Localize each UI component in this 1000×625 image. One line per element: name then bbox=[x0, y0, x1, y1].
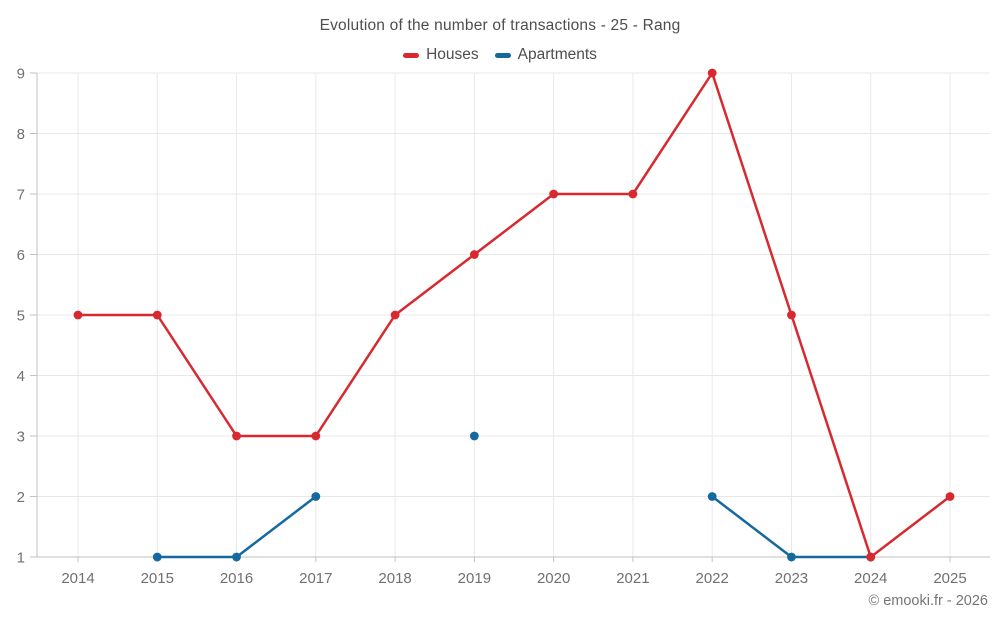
svg-text:6: 6 bbox=[17, 247, 25, 264]
svg-text:2021: 2021 bbox=[616, 570, 649, 587]
svg-text:4: 4 bbox=[17, 368, 25, 385]
svg-text:2016: 2016 bbox=[220, 570, 253, 587]
svg-text:2024: 2024 bbox=[854, 570, 887, 587]
legend-label-houses: Houses bbox=[426, 46, 479, 63]
svg-text:3: 3 bbox=[17, 429, 25, 446]
legend-item-apartments[interactable]: Apartments bbox=[494, 46, 597, 64]
svg-text:5: 5 bbox=[17, 308, 25, 325]
houses-series-marker-icon bbox=[403, 52, 420, 58]
chart-title: Evolution of the number of transactions … bbox=[319, 17, 681, 34]
svg-text:2022: 2022 bbox=[695, 570, 728, 587]
svg-text:2018: 2018 bbox=[378, 570, 411, 587]
svg-text:1: 1 bbox=[17, 550, 25, 567]
svg-text:9: 9 bbox=[17, 66, 25, 83]
legend-item-houses[interactable]: Houses bbox=[403, 46, 479, 64]
svg-text:7: 7 bbox=[17, 187, 25, 204]
svg-text:2015: 2015 bbox=[141, 570, 174, 587]
svg-text:2025: 2025 bbox=[933, 570, 966, 587]
svg-text:2019: 2019 bbox=[458, 570, 491, 587]
svg-text:2023: 2023 bbox=[775, 570, 808, 587]
svg-text:2020: 2020 bbox=[537, 570, 570, 587]
chart-legend: Houses Apartments bbox=[0, 46, 1000, 64]
svg-text:2: 2 bbox=[17, 489, 25, 506]
svg-text:8: 8 bbox=[17, 126, 25, 143]
svg-text:2017: 2017 bbox=[299, 570, 332, 587]
copyright-text: © emooki.fr - 2026 bbox=[868, 593, 988, 609]
svg-text:2014: 2014 bbox=[61, 570, 94, 587]
apartments-series-marker-icon bbox=[494, 52, 511, 58]
legend-label-apartments: Apartments bbox=[517, 46, 597, 63]
